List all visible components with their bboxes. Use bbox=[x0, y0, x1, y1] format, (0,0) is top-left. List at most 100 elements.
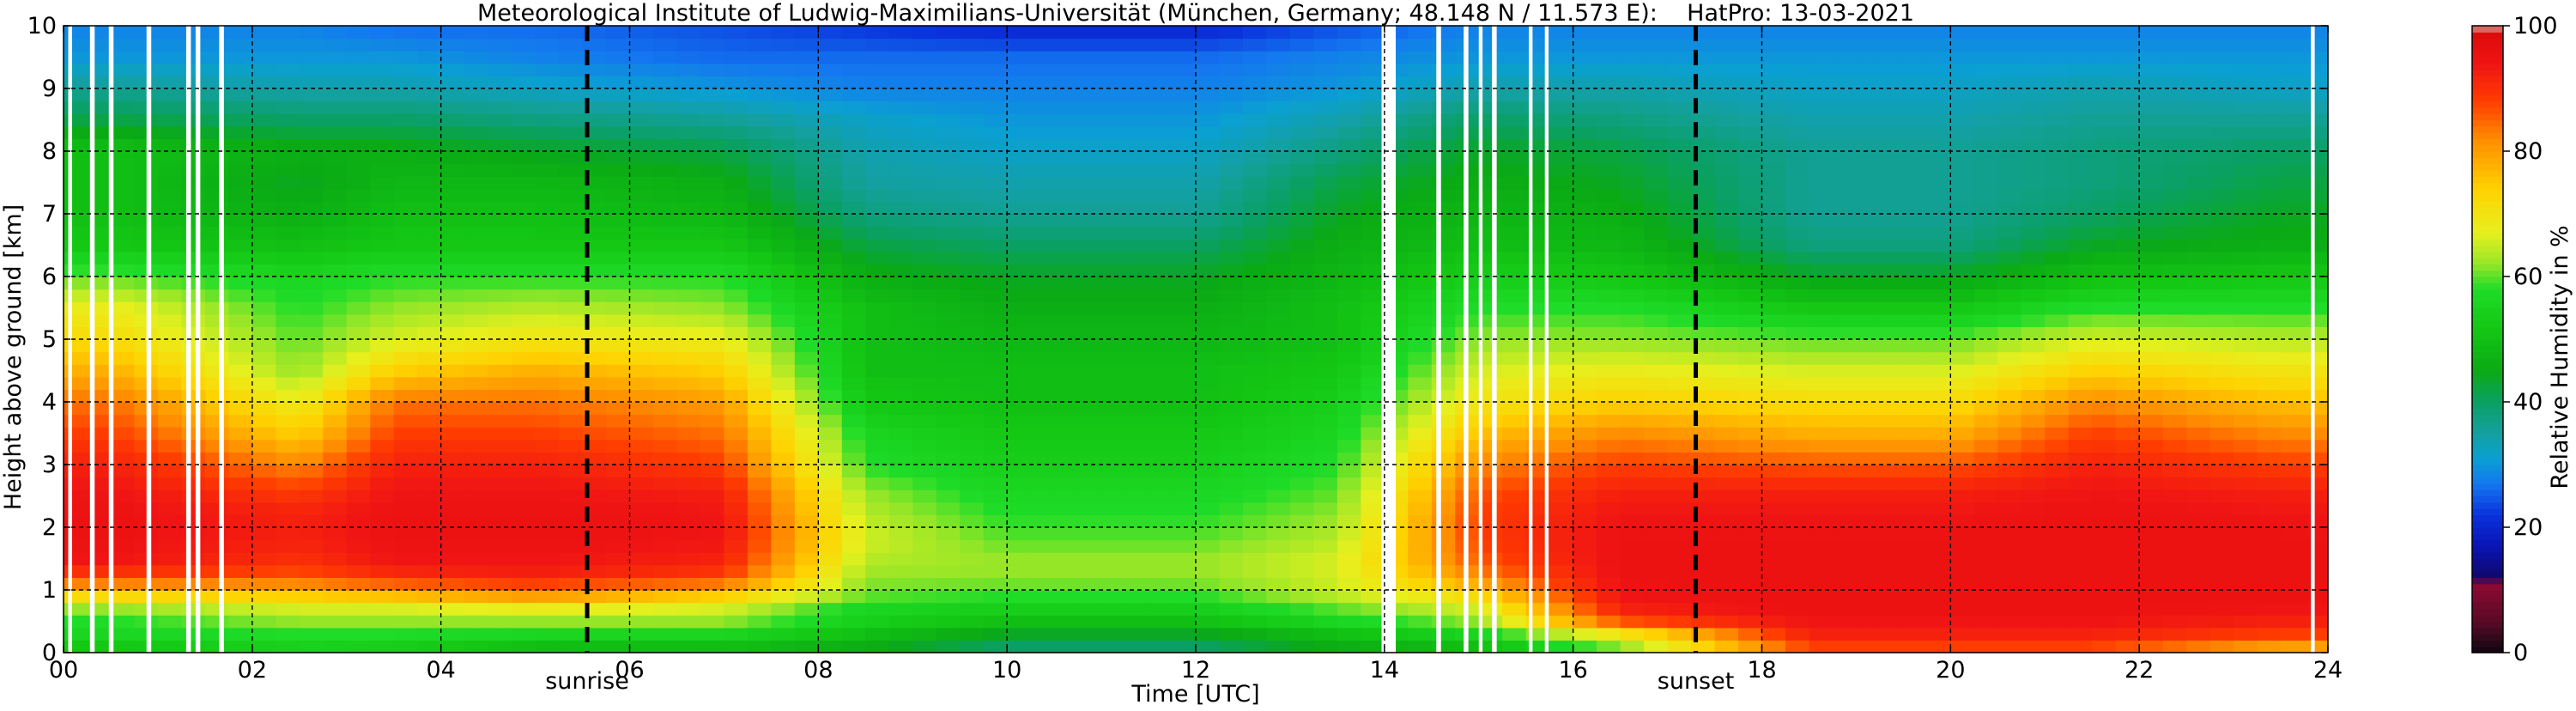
heatmap-cell bbox=[1502, 39, 1526, 52]
heatmap-cell bbox=[818, 326, 842, 339]
heatmap-cell bbox=[1432, 615, 1456, 628]
heatmap-cell bbox=[1078, 26, 1102, 39]
heatmap-cell bbox=[1173, 252, 1197, 264]
heatmap-cell bbox=[912, 364, 936, 377]
heatmap-cell bbox=[1502, 514, 1526, 527]
heatmap-cell bbox=[228, 352, 252, 365]
heatmap-cell bbox=[181, 151, 205, 164]
heatmap-cell bbox=[936, 465, 961, 477]
heatmap-cell bbox=[1997, 276, 2021, 289]
heatmap-cell bbox=[181, 39, 205, 52]
heatmap-cell bbox=[2305, 389, 2329, 402]
heatmap-cell bbox=[1031, 415, 1055, 428]
heatmap-cell bbox=[2258, 227, 2282, 240]
heatmap-cell bbox=[1668, 640, 1692, 653]
heatmap-cell bbox=[228, 26, 252, 39]
heatmap-cell bbox=[181, 26, 205, 39]
heatmap-cell bbox=[2186, 164, 2210, 177]
heatmap-cell bbox=[748, 527, 772, 540]
heatmap-cell bbox=[700, 276, 724, 289]
heatmap-cell bbox=[606, 402, 630, 415]
heatmap-cell bbox=[181, 239, 205, 252]
heatmap-cell bbox=[818, 389, 842, 402]
heatmap-cell bbox=[960, 352, 984, 365]
heatmap-cell bbox=[464, 326, 488, 339]
heatmap-cell bbox=[1361, 603, 1385, 616]
heatmap-cell bbox=[1597, 603, 1621, 616]
heatmap-cell bbox=[1856, 151, 1880, 164]
heatmap-cell bbox=[1573, 64, 1597, 76]
heatmap-cell bbox=[323, 527, 347, 540]
heatmap-cell bbox=[676, 113, 700, 126]
heatmap-cell bbox=[394, 527, 418, 540]
heatmap-cell bbox=[653, 76, 677, 88]
heatmap-cell bbox=[1668, 427, 1692, 440]
heatmap-cell bbox=[2021, 214, 2046, 227]
heatmap-cell bbox=[394, 276, 418, 289]
heatmap-cell bbox=[700, 364, 724, 377]
heatmap-cell bbox=[2163, 440, 2187, 453]
heatmap-cell bbox=[960, 640, 984, 653]
heatmap-cell bbox=[323, 628, 347, 641]
heatmap-cell bbox=[1785, 389, 1809, 402]
sunset-label: sunset bbox=[1658, 668, 1735, 695]
heatmap-cell bbox=[134, 201, 158, 214]
heatmap-cell bbox=[1856, 377, 1880, 390]
heatmap-cell bbox=[1621, 565, 1645, 578]
heatmap-cell bbox=[1738, 289, 1762, 302]
heatmap-cell bbox=[1361, 239, 1385, 252]
heatmap-cell bbox=[1219, 76, 1243, 88]
x-tick-label: 10 bbox=[992, 657, 1021, 684]
heatmap-cell bbox=[1597, 239, 1621, 252]
heatmap-cell bbox=[1337, 289, 1361, 302]
heatmap-cell bbox=[1668, 88, 1692, 101]
heatmap-cell bbox=[1997, 227, 2021, 240]
heatmap-cell bbox=[2163, 176, 2187, 189]
heatmap-cell bbox=[1125, 176, 1149, 189]
heatmap-cell bbox=[1833, 88, 1857, 101]
heatmap-cell bbox=[842, 540, 866, 553]
heatmap-cell bbox=[1196, 640, 1220, 653]
heatmap-cell bbox=[181, 590, 205, 603]
heatmap-cell bbox=[1219, 527, 1243, 540]
heatmap-cell bbox=[488, 502, 512, 515]
heatmap-cell bbox=[559, 314, 583, 327]
heatmap-cell bbox=[158, 527, 182, 540]
heatmap-cell bbox=[724, 577, 748, 590]
heatmap-cell bbox=[1243, 389, 1267, 402]
heatmap-cell bbox=[488, 227, 512, 240]
heatmap-cell bbox=[1856, 138, 1880, 151]
heatmap-cell bbox=[1054, 465, 1078, 477]
heatmap-cell bbox=[276, 640, 300, 653]
heatmap-cell bbox=[748, 402, 772, 415]
heatmap-cell bbox=[1880, 214, 1904, 227]
heatmap-cell bbox=[1219, 540, 1243, 553]
heatmap-cell bbox=[1950, 489, 1974, 502]
heatmap-cell bbox=[370, 514, 394, 527]
colorbar-segment bbox=[2472, 389, 2503, 396]
heatmap-cell bbox=[676, 264, 700, 276]
heatmap-cell bbox=[1337, 214, 1361, 227]
heatmap-cell bbox=[1219, 389, 1243, 402]
heatmap-cell bbox=[2139, 389, 2163, 402]
heatmap-cell bbox=[323, 615, 347, 628]
heatmap-cell bbox=[795, 289, 819, 302]
heatmap-cell bbox=[889, 402, 913, 415]
heatmap-cell bbox=[795, 314, 819, 327]
heatmap-cell bbox=[748, 201, 772, 214]
heatmap-cell bbox=[1738, 101, 1762, 114]
heatmap-cell bbox=[653, 527, 677, 540]
heatmap-cell bbox=[1290, 402, 1314, 415]
heatmap-cell bbox=[1880, 189, 1904, 202]
heatmap-cell bbox=[228, 88, 252, 101]
heatmap-cell bbox=[1290, 214, 1314, 227]
heatmap-cell bbox=[1408, 514, 1432, 527]
heatmap-cell bbox=[1054, 352, 1078, 365]
heatmap-cell bbox=[1715, 477, 1739, 490]
heatmap-cell bbox=[158, 452, 182, 465]
heatmap-cell bbox=[1762, 289, 1786, 302]
heatmap-cell bbox=[1549, 465, 1573, 477]
heatmap-cell bbox=[111, 352, 135, 365]
heatmap-cell bbox=[818, 527, 842, 540]
heatmap-cell bbox=[1219, 239, 1243, 252]
